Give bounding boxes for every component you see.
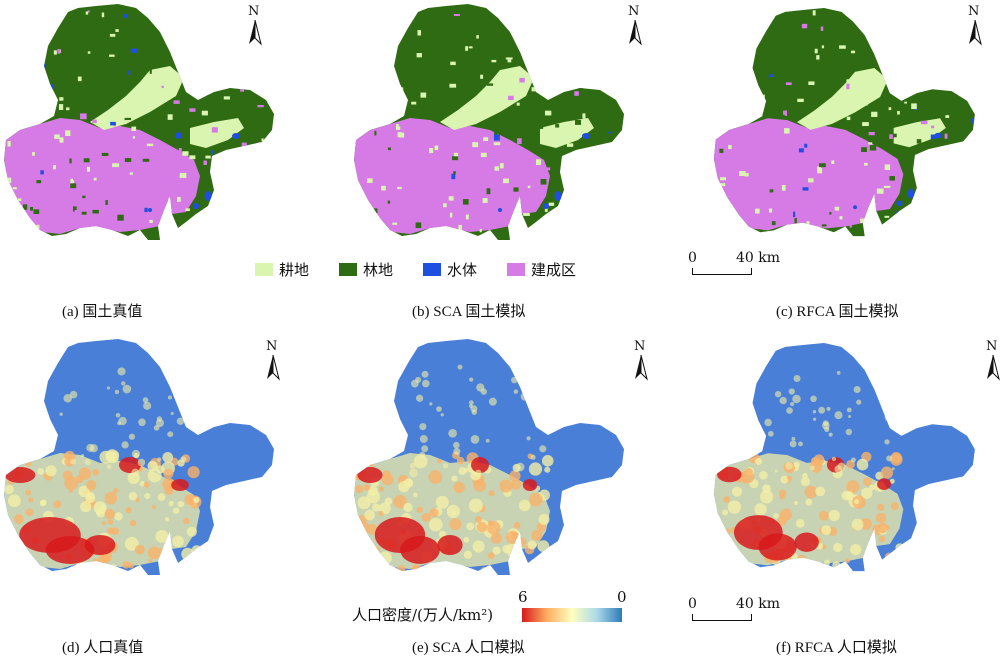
legend-label: 林地: [363, 260, 394, 279]
land-map: [713, 8, 975, 237]
north-arrow-icon: [267, 355, 280, 381]
north-arrow-icon: [969, 20, 982, 46]
scale-bar-line: [692, 268, 752, 275]
legend-label: 水体: [447, 260, 478, 279]
scale-end-label: 40 km: [736, 250, 781, 266]
north-arrow: N: [630, 339, 652, 381]
population-legend-max: 6: [518, 588, 528, 606]
population-map: [4, 339, 274, 575]
legend-swatch: [255, 262, 273, 276]
scale-start-label: 0: [688, 250, 697, 266]
scale-start-label: 0: [688, 596, 697, 612]
legend-swatch: [339, 262, 358, 276]
north-arrow-icon: [987, 355, 1000, 381]
legend-swatch: [423, 262, 442, 276]
north-label: N: [968, 4, 980, 19]
legend-item-builtup: 建成区: [507, 259, 576, 280]
north-arrow: N: [964, 4, 986, 46]
population-legend-min: 0: [617, 588, 627, 606]
panel-e: N: [350, 335, 650, 585]
north-arrow: N: [244, 4, 266, 46]
legend-item-cropland: 耕地: [255, 259, 309, 280]
panel-f: N: [710, 335, 1000, 585]
legend-item-forest: 林地: [339, 259, 393, 280]
north-arrow: N: [262, 339, 284, 381]
scale-bar-line: [692, 614, 752, 621]
land-map: [354, 4, 624, 240]
north-label: N: [266, 339, 278, 354]
caption-d: (d) 人口真值: [62, 640, 144, 656]
legend-swatch: [507, 262, 526, 276]
north-label: N: [986, 339, 998, 354]
north-label: N: [634, 339, 646, 354]
land-map: [4, 4, 274, 240]
population-color-ramp: [522, 608, 622, 622]
legend-item-water: 水体: [423, 259, 477, 280]
scale-end-label: 40 km: [736, 596, 781, 612]
north-arrow: N: [624, 4, 646, 46]
scale-bar: 0 40 km: [688, 250, 798, 282]
legend-label: 建成区: [531, 260, 577, 279]
land-legend: 耕地 林地 水体 建成区: [255, 258, 606, 280]
caption-c: (c) RFCA 国土模拟: [776, 304, 899, 320]
population-map: [713, 343, 975, 572]
population-legend-title: 人口密度/(万人/km²): [352, 606, 494, 624]
population-legend: 人口密度/(万人/km²) 6 0: [352, 588, 652, 632]
population-map: [354, 339, 624, 575]
caption-a: (a) 国土真值: [62, 304, 143, 320]
panel-a: N: [0, 0, 300, 250]
north-arrow: N: [982, 339, 1000, 381]
north-arrow-icon: [249, 20, 262, 46]
caption-f: (f) RFCA 人口模拟: [776, 640, 897, 656]
north-label: N: [628, 4, 640, 19]
caption-b: (b) SCA 国土模拟: [412, 304, 526, 320]
north-arrow-icon: [629, 20, 642, 46]
caption-e: (e) SCA 人口模拟: [412, 640, 525, 656]
north-arrow-icon: [635, 355, 648, 381]
scale-bar: 0 40 km: [688, 596, 798, 628]
north-label: N: [248, 4, 260, 19]
panel-b: N: [350, 0, 650, 250]
panel-c: N: [710, 0, 1000, 250]
legend-label: 耕地: [279, 260, 310, 279]
panel-d: N: [0, 335, 300, 585]
